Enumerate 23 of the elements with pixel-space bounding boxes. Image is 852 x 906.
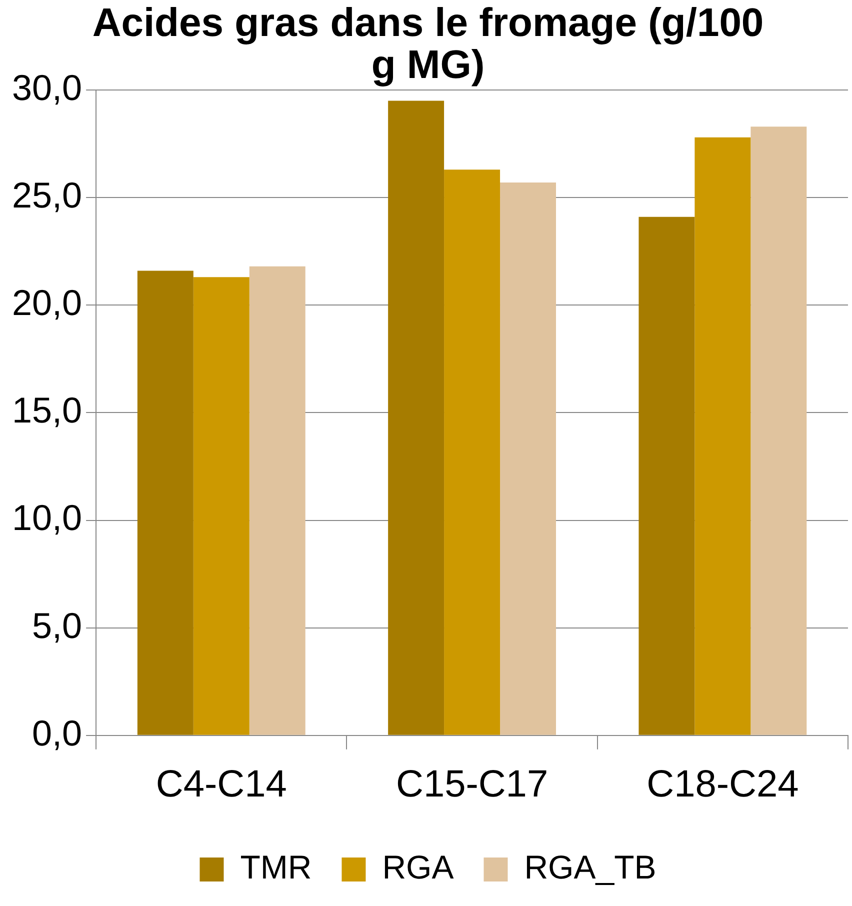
bar — [249, 266, 306, 735]
bar — [638, 216, 695, 735]
legend-label: RGA_TB — [524, 848, 656, 886]
y-tick-label: 0,0 — [32, 712, 82, 754]
y-tick-label: 15,0 — [12, 390, 82, 431]
x-tick-label: C18-C24 — [646, 764, 799, 806]
y-tick-label: 25,0 — [12, 174, 82, 216]
y-tick-label: 5,0 — [32, 604, 82, 646]
y-tick-label: 10,0 — [12, 497, 82, 538]
bar — [444, 170, 500, 735]
y-tick-label: 30,0 — [12, 66, 82, 108]
bar — [388, 100, 444, 735]
x-tick-label: C15-C17 — [396, 764, 548, 806]
bar — [137, 270, 194, 735]
bar — [193, 277, 250, 735]
bar — [500, 182, 556, 735]
chart-title: Acides gras dans le fromage (g/100 g MG) — [92, 1, 764, 88]
x-tick-label: C4-C14 — [156, 764, 287, 806]
legend-label: RGA — [382, 848, 454, 886]
y-tick-label: 20,0 — [12, 282, 82, 324]
bar — [694, 137, 751, 735]
legend-label: TMR — [240, 848, 312, 886]
bar — [750, 126, 807, 735]
